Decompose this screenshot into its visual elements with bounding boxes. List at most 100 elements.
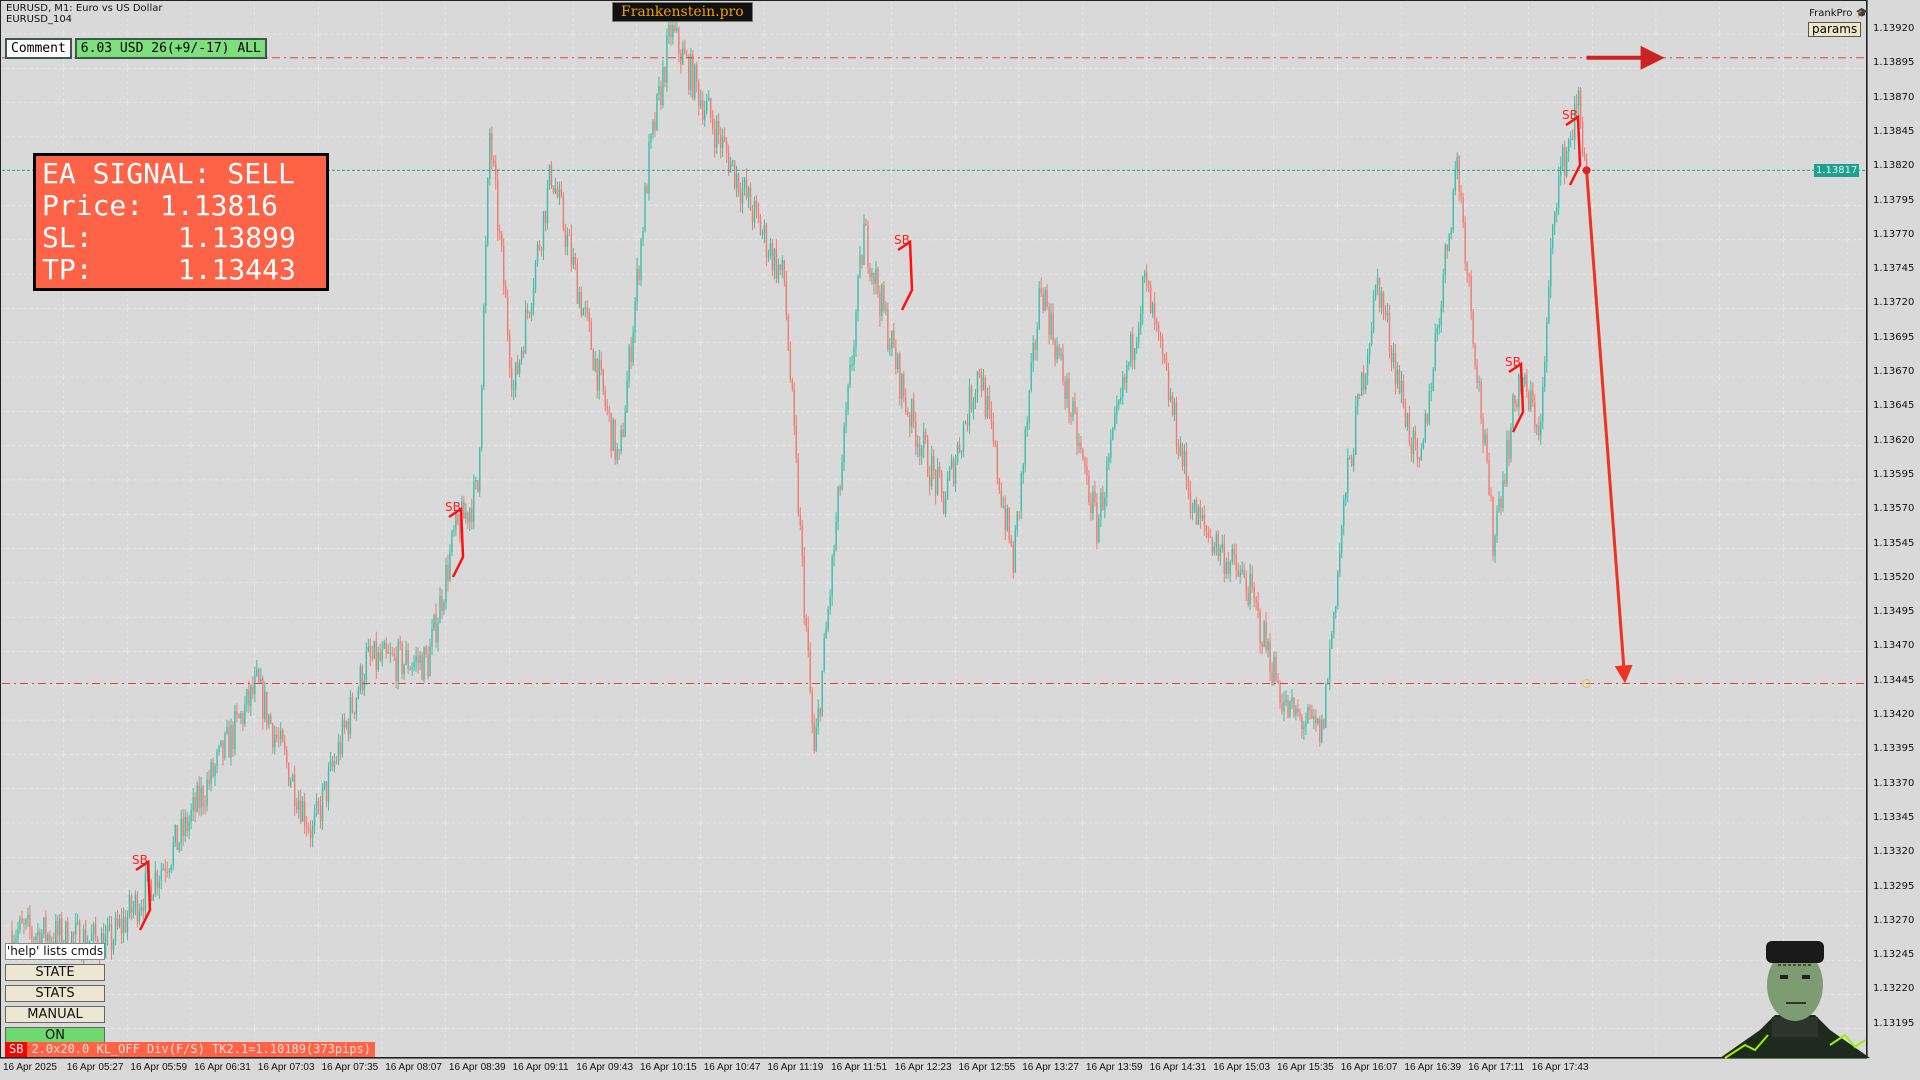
- candle: [570, 234, 573, 265]
- candle: [495, 162, 497, 180]
- candle: [1575, 104, 1578, 106]
- candle: [1548, 287, 1550, 323]
- candle: [1540, 421, 1542, 437]
- candle: [216, 752, 218, 766]
- candle: [1265, 621, 1267, 651]
- candle: [59, 918, 61, 936]
- candle: [1350, 457, 1353, 467]
- candle: [31, 929, 33, 939]
- candle: [1062, 354, 1064, 382]
- candle: [664, 67, 666, 83]
- candle: [1546, 322, 1548, 363]
- candle: [1231, 549, 1233, 562]
- candle: [1323, 719, 1325, 729]
- candles: [11, 15, 1588, 968]
- candle: [1420, 448, 1423, 460]
- candle: [323, 781, 326, 789]
- brand-label[interactable]: Frankenstein.pro: [612, 2, 753, 22]
- candle: [721, 136, 724, 149]
- price-tick-label: 1.13220: [1873, 983, 1915, 995]
- candle: [654, 120, 656, 130]
- candle: [1020, 473, 1022, 512]
- candle: [222, 740, 224, 758]
- candle: [779, 264, 782, 271]
- candle: [835, 521, 837, 551]
- candle: [1016, 511, 1018, 530]
- candle: [1004, 505, 1007, 531]
- candle: [638, 268, 640, 280]
- candle: [35, 936, 37, 941]
- candle: [1362, 372, 1365, 390]
- sell-arrow: [1585, 170, 1633, 684]
- candle: [775, 249, 778, 279]
- candle: [459, 523, 461, 539]
- candle: [1185, 451, 1188, 480]
- candle: [1028, 390, 1030, 423]
- candle: [1235, 554, 1237, 570]
- frankenstein-logo: [1720, 941, 1870, 1059]
- candle: [741, 187, 744, 203]
- candle: [1458, 156, 1460, 192]
- price-tick-label: 1.13695: [1873, 331, 1915, 343]
- candle: [487, 178, 489, 245]
- ea-signal-box: EA SIGNAL: SELL Price: 1.13816 SL: 1.13899…: [33, 153, 329, 291]
- candle: [502, 246, 505, 287]
- candle: [1116, 404, 1118, 415]
- candle: [1239, 571, 1241, 577]
- candle: [130, 895, 133, 913]
- time-tick-label: 16 Apr 06:31: [194, 1062, 251, 1073]
- candle: [1247, 592, 1249, 605]
- candle: [287, 762, 290, 786]
- state-button[interactable]: STATE: [5, 964, 105, 981]
- candle: [568, 234, 571, 236]
- candle: [1068, 378, 1070, 415]
- candle: [465, 512, 467, 519]
- candle: [114, 918, 117, 942]
- candle: [1530, 390, 1532, 410]
- candle: [481, 387, 483, 448]
- candle: [116, 918, 119, 927]
- manual-button[interactable]: MANUAL: [5, 1006, 105, 1023]
- candle: [791, 379, 794, 389]
- candle: [76, 921, 79, 923]
- candle: [885, 309, 887, 311]
- candle: [580, 291, 583, 316]
- candle: [1303, 727, 1305, 730]
- candle: [1141, 277, 1144, 314]
- sl-label: SL:: [42, 221, 93, 254]
- candle: [556, 188, 559, 197]
- help-input[interactable]: 'help' lists cmds: [5, 943, 105, 960]
- candle: [367, 646, 370, 652]
- candle: [1273, 657, 1275, 685]
- stats-button[interactable]: STATS: [5, 985, 105, 1002]
- candle: [1392, 353, 1395, 363]
- time-tick-label: 16 Apr 15:03: [1213, 1062, 1271, 1073]
- candle: [1159, 332, 1162, 340]
- candle: [303, 800, 306, 826]
- candle: [799, 514, 801, 527]
- price-tick-label: 1.13245: [1873, 949, 1915, 961]
- candle: [1058, 345, 1060, 356]
- candle: [33, 938, 35, 941]
- symbol-title: EURUSD, M1: Euro vs US Dollar: [6, 3, 163, 14]
- candle: [1255, 599, 1257, 603]
- candle: [256, 669, 258, 676]
- candle: [1317, 718, 1319, 724]
- candle: [327, 769, 330, 802]
- candle: [917, 443, 919, 447]
- candle: [1281, 703, 1283, 712]
- candle: [1428, 391, 1431, 424]
- candle: [660, 85, 662, 105]
- candle: [590, 322, 592, 350]
- candle: [634, 301, 636, 333]
- candle: [447, 564, 449, 581]
- params-button[interactable]: params: [1808, 22, 1862, 37]
- candle: [329, 760, 332, 770]
- candle: [986, 396, 989, 418]
- candle: [1090, 502, 1092, 513]
- candle: [1118, 400, 1120, 405]
- candle: [1299, 712, 1301, 717]
- candle: [1560, 165, 1562, 176]
- candle: [1275, 657, 1277, 681]
- candle: [823, 638, 825, 671]
